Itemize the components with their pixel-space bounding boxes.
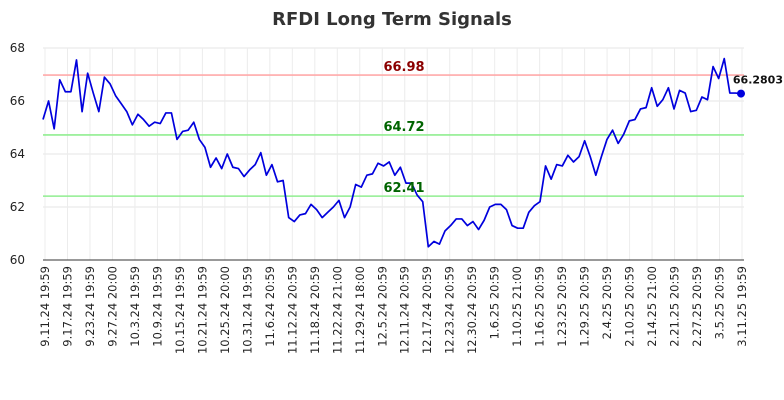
series-line: [42, 57, 742, 248]
y-tick-label: 68: [10, 41, 25, 55]
chart-title: RFDI Long Term Signals: [272, 9, 512, 30]
reference-line-label: 66.98: [383, 60, 424, 75]
x-tick-label: 11.29.24 18:00: [353, 266, 367, 354]
x-tick-label: 11.18.24 20:59: [308, 266, 322, 354]
last-point-marker: [737, 89, 745, 98]
x-tick-label: 2.27.25 20:59: [690, 266, 704, 347]
y-tick-label: 64: [10, 147, 25, 161]
labels: 66.98 64.72 62.41 66.2803: [383, 60, 783, 196]
x-tick-label: 10.15.24 19:59: [173, 266, 187, 354]
x-tick-label: 9.27.24 20:00: [105, 266, 119, 347]
x-tick-label: 10.9.24 19:59: [150, 266, 164, 347]
x-tick-label: 11.6.24 20:59: [263, 266, 277, 347]
reference-line-label: 62.41: [383, 181, 424, 196]
x-tick-label: 12.23.24 20:59: [443, 266, 457, 354]
x-tick-label: 2.4.25 20:59: [600, 266, 614, 339]
series: [42, 57, 745, 248]
x-tick-label: 10.31.24 19:59: [240, 266, 254, 354]
x-tick-label: 9.23.24 19:59: [83, 266, 97, 347]
x-tick-label: 1.10.25 21:00: [510, 266, 524, 347]
x-tick-label: 3.5.25 20:59: [713, 266, 727, 339]
x-tick-label: 3.11.25 19:59: [735, 266, 749, 347]
x-tick-label: 12.5.24 20:59: [375, 266, 389, 347]
x-tick-label: 12.11.24 20:59: [398, 266, 412, 354]
x-tick-label: 2.14.25 21:00: [645, 266, 659, 347]
x-tick-label: 1.16.25 20:59: [533, 266, 547, 347]
x-tick-label: 2.10.25 20:59: [623, 266, 637, 347]
x-tick-label: 1.23.25 20:59: [555, 266, 569, 347]
x-tick-label: 11.12.24 20:59: [285, 266, 299, 354]
x-tick-label: 2.21.25 20:59: [668, 266, 682, 347]
reference-line-label: 64.72: [383, 120, 424, 135]
grid: [43, 47, 744, 261]
x-tick-label: 9.11.24 19:59: [38, 266, 52, 347]
y-tick-label: 62: [10, 200, 25, 214]
x-tick-label: 9.17.24 19:59: [60, 266, 74, 347]
y-tick-label: 66: [10, 94, 25, 108]
x-tick-label: 1.29.25 20:59: [578, 266, 592, 347]
x-tick-label: 10.3.24 19:59: [128, 266, 142, 347]
reference-lines: [43, 74, 744, 197]
x-tick-label: 10.25.24 20:00: [218, 266, 232, 354]
x-tick-label: 1.6.25 20:59: [488, 266, 502, 339]
x-tick-label: 11.22.24 21:00: [330, 266, 344, 354]
y-tick-label: 60: [10, 253, 25, 267]
x-tick-label: 12.17.24 20:59: [420, 266, 434, 354]
x-tick-label: 10.21.24 19:59: [195, 266, 209, 354]
x-tick-label: 12.30.24 20:59: [465, 266, 479, 354]
last-value-label: 66.2803: [733, 74, 783, 87]
axes: 60 62 64 66 68 9.11.24 19:59 9.17.24 19:59 9.23…: [10, 41, 749, 354]
